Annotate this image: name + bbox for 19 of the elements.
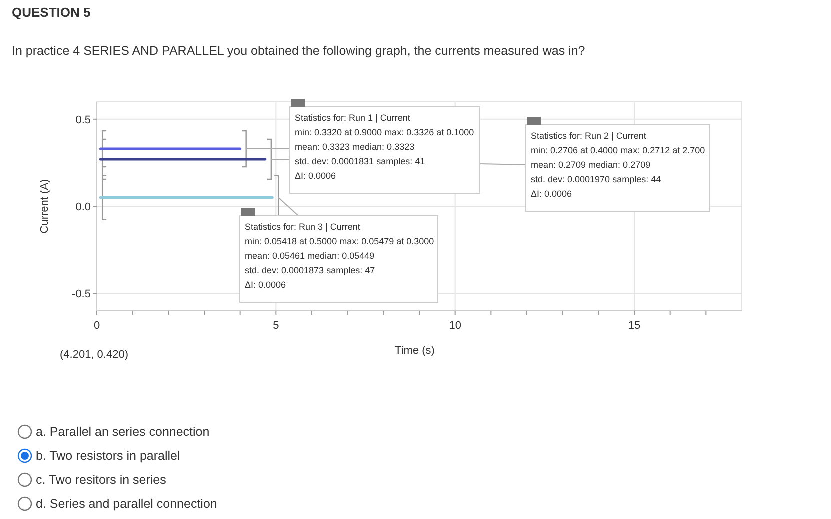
text: a. Parallel an series connection <box>36 425 210 439</box>
x-tick-label: 5 <box>273 320 280 332</box>
chart-title: QUESTION 5 <box>12 5 91 20</box>
annotation: Statistics for: Run 1 | Current min: 0.3320 at 0.9000 max: 0.3326 at 0.1000 mean: 0.3323 median: 0.3323 std. dev: 0.0001831 samples: 41 ΔI: 0.0006 <box>295 113 474 181</box>
x-axis-title: Time (s) <box>395 345 435 357</box>
y-tick-label: 0.0 <box>76 202 91 214</box>
annotation: Statistics for: Run 2 | Current min: 0.2706 at 0.4000 max: 0.2712 at 2.700 mean: 0.2709 median: 0.2709 std. dev: 0.0001970 samples: 44 ΔI: 0.0006 <box>531 131 706 199</box>
x-tick-label: 15 <box>628 320 641 332</box>
text: (4.201, 0.420) <box>60 349 128 361</box>
y-axis-title: Current (A) <box>39 179 51 234</box>
y-tick-label: 0.5 <box>76 114 91 126</box>
chart-subtitle: In practice 4 SERIES AND PARALLEL you obtained the following graph, the currents measured was in? <box>12 44 586 58</box>
text: d. Series and parallel connection <box>36 497 218 511</box>
text: c. Two resitors in series <box>36 473 166 487</box>
annotation: Statistics for: Run 3 | Current min: 0.05418 at 0.5000 max: 0.05479 at 0.3000 mean: 0.05461 median: 0.05449 std. dev: 0.0001873 samples: 47 ΔI: 0.0006 <box>245 222 434 290</box>
x-tick-label: 0 <box>94 320 100 332</box>
y-tick-label: -0.5 <box>72 288 91 301</box>
text: b. Two resistors in parallel <box>36 449 180 463</box>
x-tick-label: 10 <box>449 320 462 332</box>
